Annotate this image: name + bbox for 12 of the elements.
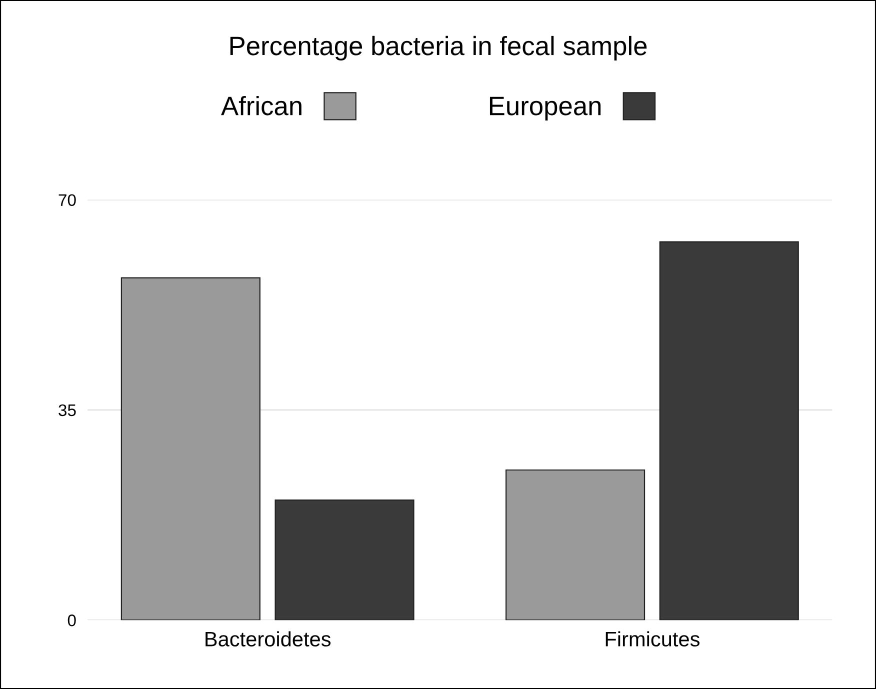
bar [659,241,799,620]
x-tick-label: Bacteroidetes [206,631,331,647]
y-tick-label: 70 [58,194,76,206]
bar [506,469,646,620]
bar [120,277,260,620]
y-tick-label: 0 [68,614,76,626]
bar [274,499,414,620]
legend-label: European [490,96,601,121]
chart-title: Percentage bacteria in fecal sample [230,36,647,61]
x-tick-label: Firmicutes [606,631,700,647]
y-tick-label: 35 [58,404,76,416]
legend-label: African [221,96,302,116]
